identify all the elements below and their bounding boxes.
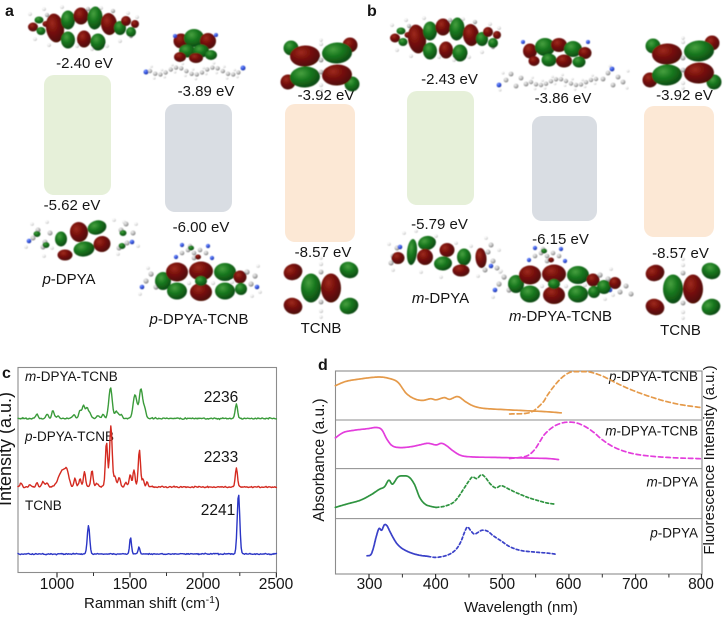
svg-text:-5.79 eV: -5.79 eV	[411, 216, 468, 233]
svg-text:-6.00 eV: -6.00 eV	[173, 219, 230, 236]
svg-text:700: 700	[622, 576, 648, 593]
svg-text:-6.15 eV: -6.15 eV	[532, 231, 589, 248]
svg-text:-8.57 eV: -8.57 eV	[295, 244, 352, 261]
svg-text:Fluorescence Intensity (a.u.): Fluorescence Intensity (a.u.)	[701, 365, 718, 554]
svg-text:p-DPYA-TCNB: p-DPYA-TCNB	[24, 429, 114, 444]
svg-text:b: b	[367, 3, 377, 20]
svg-text:2241: 2241	[201, 502, 235, 519]
svg-text:-3.92 eV: -3.92 eV	[656, 87, 713, 104]
svg-text:m-DPYA-TCNB: m-DPYA-TCNB	[605, 424, 698, 439]
svg-text:p-DPYA: p-DPYA	[41, 271, 95, 288]
svg-text:300: 300	[357, 576, 383, 593]
svg-text:2236: 2236	[204, 389, 238, 406]
svg-text:Ramman shift (cm-1): Ramman shift (cm-1)	[84, 594, 220, 612]
svg-text:500: 500	[489, 576, 515, 593]
svg-text:2500: 2500	[259, 576, 294, 593]
svg-text:c: c	[2, 365, 11, 382]
svg-text:m-DPYA: m-DPYA	[646, 475, 698, 490]
svg-text:p-DPYA: p-DPYA	[649, 526, 698, 541]
svg-text:Wavelength (nm): Wavelength (nm)	[464, 599, 578, 616]
svg-text:m-DPYA: m-DPYA	[412, 290, 469, 307]
svg-text:-5.62 eV: -5.62 eV	[44, 197, 101, 214]
svg-text:m-DPYA-TCNB: m-DPYA-TCNB	[509, 308, 612, 325]
svg-text:-2.40 eV: -2.40 eV	[56, 55, 113, 72]
svg-text:2000: 2000	[186, 576, 221, 593]
svg-text:800: 800	[688, 576, 714, 593]
svg-text:p-DPYA-TCNB: p-DPYA-TCNB	[608, 369, 698, 384]
svg-text:TCNB: TCNB	[660, 322, 701, 339]
svg-text:Absorbance (a.u.): Absorbance (a.u.)	[311, 398, 328, 521]
svg-text:TCNB: TCNB	[25, 498, 62, 513]
svg-text:-2.43 eV: -2.43 eV	[421, 71, 478, 88]
svg-text:2233: 2233	[204, 449, 238, 466]
svg-text:1000: 1000	[40, 576, 75, 593]
svg-text:d: d	[318, 357, 328, 374]
svg-text:1500: 1500	[113, 576, 148, 593]
svg-text:m-DPYA-TCNB: m-DPYA-TCNB	[25, 369, 118, 384]
svg-text:400: 400	[423, 576, 449, 593]
svg-text:-3.86 eV: -3.86 eV	[535, 90, 592, 107]
svg-text:600: 600	[556, 576, 582, 593]
svg-text:-8.57 eV: -8.57 eV	[652, 245, 709, 262]
svg-text:-3.89 eV: -3.89 eV	[178, 83, 235, 100]
svg-text:p-DPYA-TCNB: p-DPYA-TCNB	[149, 311, 249, 328]
svg-text:a: a	[5, 3, 14, 20]
svg-text:TCNB: TCNB	[301, 320, 342, 337]
svg-text:-3.92 eV: -3.92 eV	[298, 87, 355, 104]
svg-text:Intensity (a.u.): Intensity (a.u.)	[0, 392, 15, 506]
